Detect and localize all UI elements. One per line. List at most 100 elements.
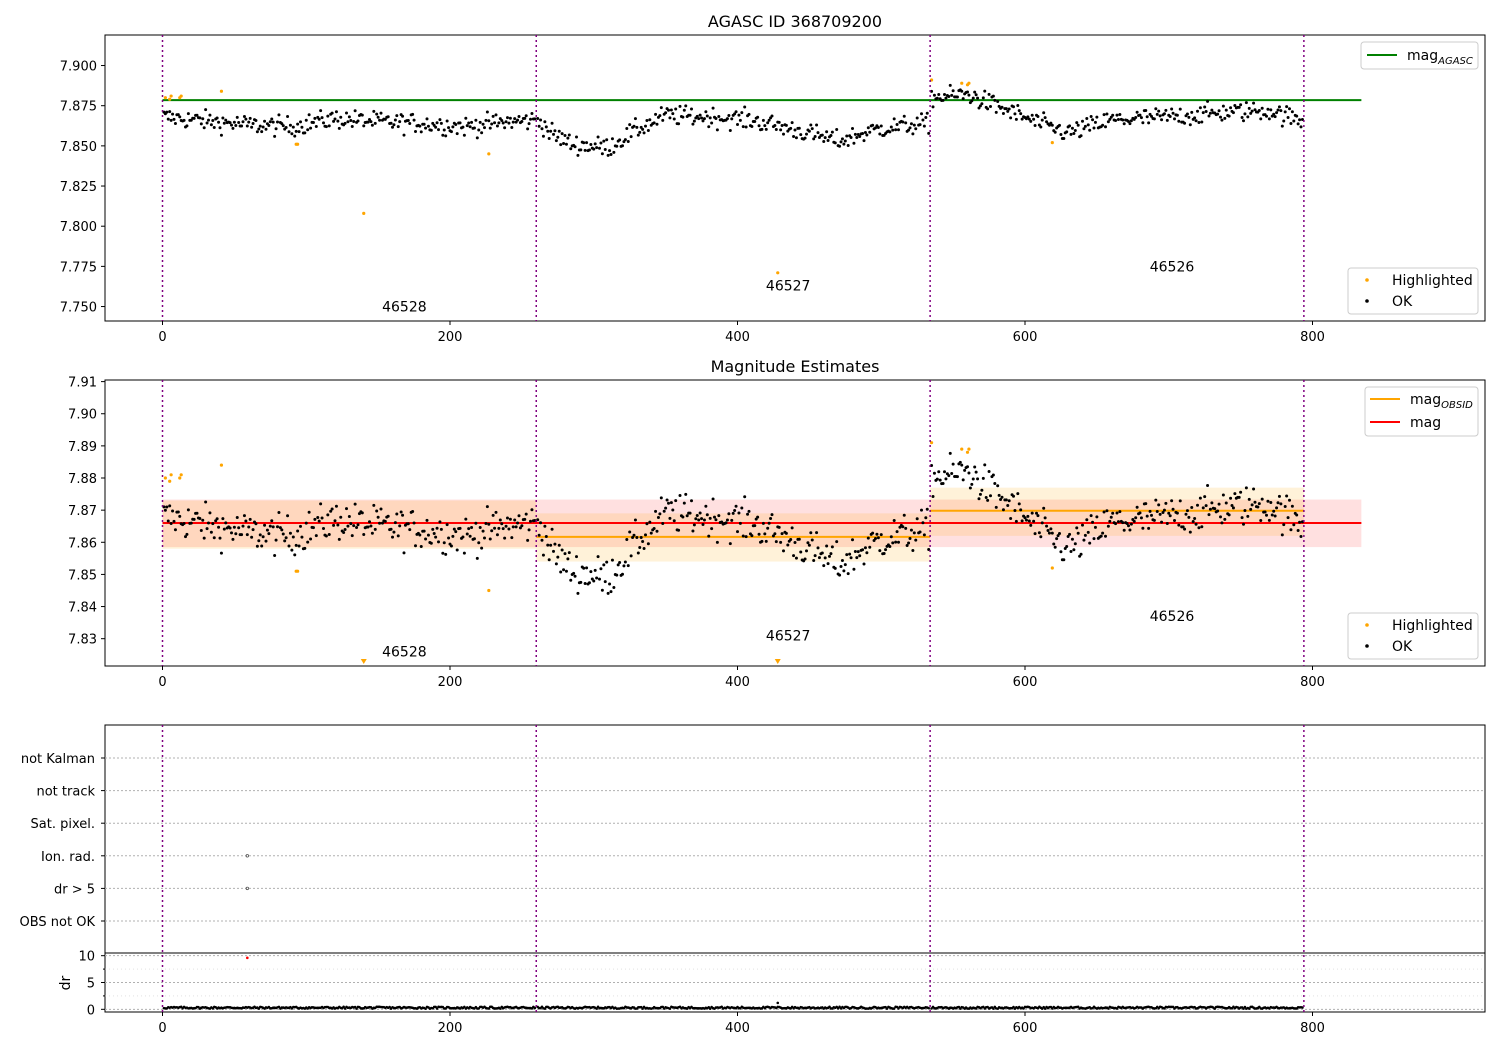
ok-point	[951, 462, 955, 466]
ok-point	[1032, 519, 1036, 523]
ok-point	[491, 114, 495, 118]
ok-point	[702, 518, 706, 522]
ok-point	[490, 529, 494, 533]
ok-point	[1155, 510, 1159, 514]
ok-point	[1144, 108, 1148, 112]
ok-point	[582, 566, 586, 570]
ok-point	[715, 540, 719, 544]
ok-point	[219, 133, 223, 137]
ok-point	[644, 533, 647, 537]
ok-point	[304, 521, 308, 525]
ok-point	[645, 119, 649, 123]
ok-point	[172, 117, 176, 121]
ok-point	[1141, 526, 1145, 530]
ok-point	[468, 534, 472, 538]
ok-point	[851, 538, 854, 542]
ok-point	[1083, 124, 1087, 128]
ok-point	[1091, 520, 1095, 524]
ok-point	[912, 531, 916, 535]
ok-point	[552, 549, 555, 553]
ok-point	[547, 137, 551, 141]
ok-point	[1158, 114, 1162, 118]
ok-point	[866, 126, 870, 130]
ok-point	[981, 476, 985, 480]
ok-point	[922, 533, 926, 537]
ok-point	[543, 120, 547, 124]
ok-point	[1219, 115, 1222, 119]
ok-point	[684, 492, 688, 496]
ok-point	[414, 130, 417, 134]
ok-point	[1091, 118, 1095, 122]
dr-point	[641, 1007, 644, 1010]
points-layer	[162, 78, 1304, 1010]
ok-point	[1231, 506, 1235, 510]
ok-point	[760, 539, 764, 543]
ok-point	[730, 518, 734, 522]
ok-point	[281, 532, 285, 536]
ok-point	[311, 120, 315, 124]
ok-point	[562, 142, 566, 146]
ok-point	[543, 524, 547, 528]
ok-point	[391, 535, 394, 539]
ok-point	[1194, 119, 1198, 123]
ok-point	[948, 451, 952, 455]
ok-point	[805, 549, 808, 553]
ok-point	[626, 564, 630, 568]
highlighted-point	[169, 94, 173, 98]
ok-point	[661, 521, 665, 525]
ok-point	[993, 98, 997, 102]
ok-point	[257, 127, 261, 131]
ok-point	[1282, 523, 1286, 527]
ok-point	[1114, 522, 1118, 526]
ok-point	[1072, 132, 1076, 136]
ok-point	[935, 96, 939, 100]
ok-point	[442, 541, 446, 545]
ok-point	[511, 120, 515, 124]
ok-point	[895, 530, 899, 534]
ok-point	[332, 119, 336, 123]
ok-point	[1086, 123, 1090, 127]
highlighted-point	[296, 569, 300, 573]
ok-point	[1121, 521, 1125, 525]
highlighted-point	[168, 97, 172, 101]
ok-point	[618, 138, 622, 142]
ok-point	[1242, 522, 1245, 526]
ok-point	[1017, 109, 1021, 113]
ok-point	[592, 579, 596, 583]
ok-point	[493, 526, 497, 530]
ok-point	[352, 119, 356, 123]
ok-point	[1014, 117, 1018, 121]
ok-point	[1050, 531, 1054, 535]
ok-point	[345, 507, 348, 511]
ok-point	[389, 121, 393, 125]
ok-point	[1259, 518, 1263, 522]
ok-point	[737, 511, 741, 515]
ok-point	[659, 496, 663, 500]
ok-point	[320, 516, 324, 520]
ok-point	[1148, 509, 1152, 513]
ok-point	[794, 556, 798, 560]
ok-point	[782, 132, 785, 136]
ok-point	[1257, 502, 1261, 506]
ok-point	[1299, 534, 1303, 538]
ok-point	[171, 112, 175, 116]
ok-point	[707, 125, 711, 129]
ok-point	[336, 119, 340, 123]
ok-point	[1203, 495, 1207, 499]
ok-point	[615, 144, 619, 148]
ok-point	[1068, 532, 1072, 536]
ok-point	[1095, 115, 1099, 119]
ok-point	[166, 519, 170, 523]
ok-point	[1040, 118, 1044, 122]
ok-point	[309, 537, 313, 541]
y-tick-label: 5	[87, 977, 95, 992]
ok-point	[1207, 114, 1211, 118]
ok-point	[480, 546, 484, 550]
dr-outlier-point	[776, 1001, 780, 1005]
ok-point	[333, 117, 337, 121]
ok-point	[1147, 526, 1151, 530]
ok-point	[983, 89, 987, 93]
ok-point	[222, 527, 226, 531]
ok-point	[208, 113, 212, 117]
ok-point	[401, 114, 405, 118]
